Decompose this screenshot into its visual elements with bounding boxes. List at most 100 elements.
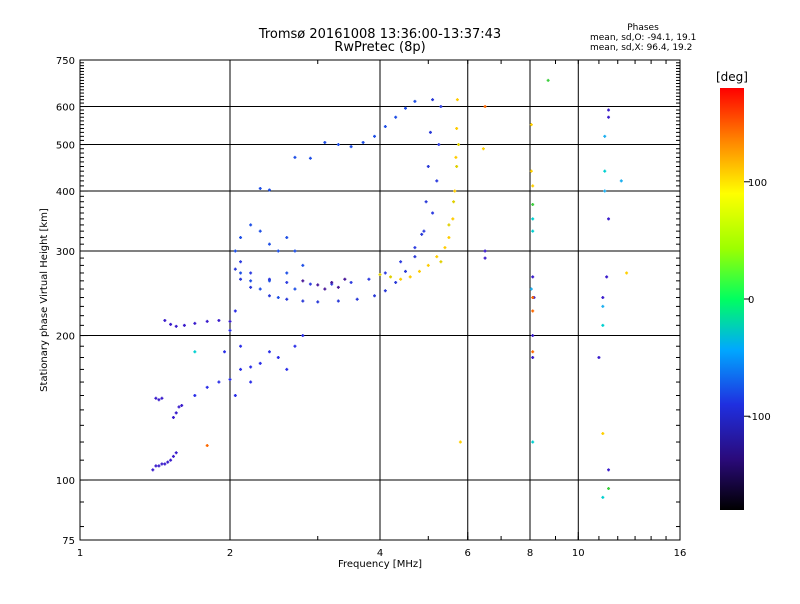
data-point (603, 169, 607, 173)
x-tick-label: 6 (465, 548, 471, 559)
data-point (455, 164, 459, 168)
data-point (166, 460, 170, 464)
data-point (457, 143, 461, 147)
data-point (301, 263, 305, 267)
data-point (413, 255, 417, 259)
data-point (343, 277, 347, 281)
data-point (426, 263, 430, 267)
data-point (228, 377, 232, 381)
data-point (435, 255, 439, 259)
data-point (408, 275, 412, 279)
data-point (605, 275, 609, 279)
y-tick-label: 500 (56, 141, 75, 152)
data-point (383, 271, 387, 275)
data-point (447, 236, 451, 240)
data-point (233, 267, 237, 271)
data-point (217, 380, 221, 384)
data-point (157, 398, 161, 402)
data-point (454, 155, 458, 159)
data-point (531, 184, 535, 188)
data-point (267, 242, 271, 246)
data-point (383, 125, 387, 129)
data-point (607, 468, 611, 472)
data-point (267, 294, 271, 298)
data-point (349, 280, 353, 284)
data-point (239, 271, 243, 275)
data-point (249, 279, 253, 283)
data-point (529, 123, 533, 127)
data-point (239, 236, 243, 240)
data-point (455, 126, 459, 130)
data-point (453, 189, 457, 193)
data-point (228, 328, 232, 332)
phases-o-stats: mean, sd,O: -94.1, 19.1 (590, 33, 697, 43)
data-point (154, 464, 158, 468)
data-point (529, 169, 533, 173)
x-tick-label: 8 (527, 548, 533, 559)
y-tick-label: 200 (56, 332, 75, 343)
data-point (428, 130, 432, 134)
data-point (163, 318, 167, 322)
data-point (316, 300, 320, 304)
data-point (174, 324, 178, 328)
x-tick-label: 1 (77, 548, 83, 559)
data-point (531, 202, 535, 206)
data-point (439, 260, 443, 264)
data-point (426, 164, 430, 168)
data-point (378, 273, 382, 277)
data-point (239, 260, 243, 264)
data-point (601, 323, 605, 327)
data-point (258, 361, 262, 365)
x-axis-label: Frequency [MHz] (338, 559, 422, 570)
data-point (619, 179, 623, 183)
points-layer (151, 78, 629, 499)
data-point (483, 256, 487, 260)
data-point (443, 246, 447, 250)
data-point (399, 260, 403, 264)
data-point (336, 299, 340, 303)
data-point (182, 323, 186, 327)
chart-title: Tromsø 20161008 13:36:00-13:37:43 (258, 27, 502, 42)
data-point (383, 289, 387, 293)
data-point (601, 304, 605, 308)
data-point (174, 451, 178, 455)
data-point (625, 271, 629, 275)
data-point (301, 279, 305, 283)
x-tick-label: 2 (227, 548, 233, 559)
data-point (349, 145, 353, 149)
data-point (531, 355, 535, 359)
y-tick-label: 100 (56, 476, 75, 487)
data-point (301, 299, 305, 303)
y-tick-label: 400 (56, 187, 75, 198)
data-point (239, 367, 243, 371)
y-axis-label: Stationary phase Virtual Height [km] (39, 208, 50, 392)
data-point (439, 105, 443, 109)
data-point (435, 179, 439, 183)
data-point (323, 140, 327, 144)
data-point (151, 468, 155, 472)
data-point (483, 105, 487, 109)
data-point (267, 350, 271, 354)
data-point (258, 229, 262, 233)
data-point (323, 287, 327, 291)
axes-layer: 1 2 4 6 8 10 16 75 100 200 300 400 500 600 750 (56, 56, 686, 559)
data-point (223, 350, 227, 354)
data-point (171, 454, 175, 458)
data-point (316, 283, 320, 287)
data-point (531, 229, 535, 233)
data-point (249, 223, 253, 227)
data-point (336, 143, 340, 147)
data-point (373, 134, 377, 138)
data-point (285, 297, 289, 301)
data-point (193, 394, 197, 398)
colorbar-unit-label: [deg] (716, 70, 748, 84)
data-point (285, 280, 289, 284)
y-tick-label: 300 (56, 247, 75, 258)
data-point (174, 411, 178, 415)
data-point (249, 271, 253, 275)
data-point (403, 269, 407, 273)
data-point (293, 344, 297, 348)
data-point (531, 440, 535, 444)
data-point (531, 309, 535, 313)
